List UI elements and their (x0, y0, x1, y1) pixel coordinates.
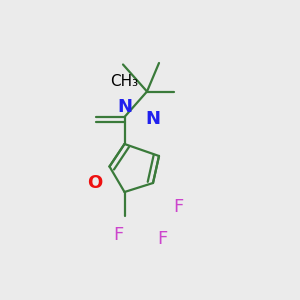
Text: N: N (146, 110, 160, 128)
Text: F: F (173, 198, 184, 216)
Text: F: F (157, 230, 167, 247)
Text: F: F (113, 226, 124, 244)
Text: N: N (117, 98, 132, 116)
Text: O: O (87, 174, 102, 192)
Text: CH₃: CH₃ (110, 74, 139, 88)
